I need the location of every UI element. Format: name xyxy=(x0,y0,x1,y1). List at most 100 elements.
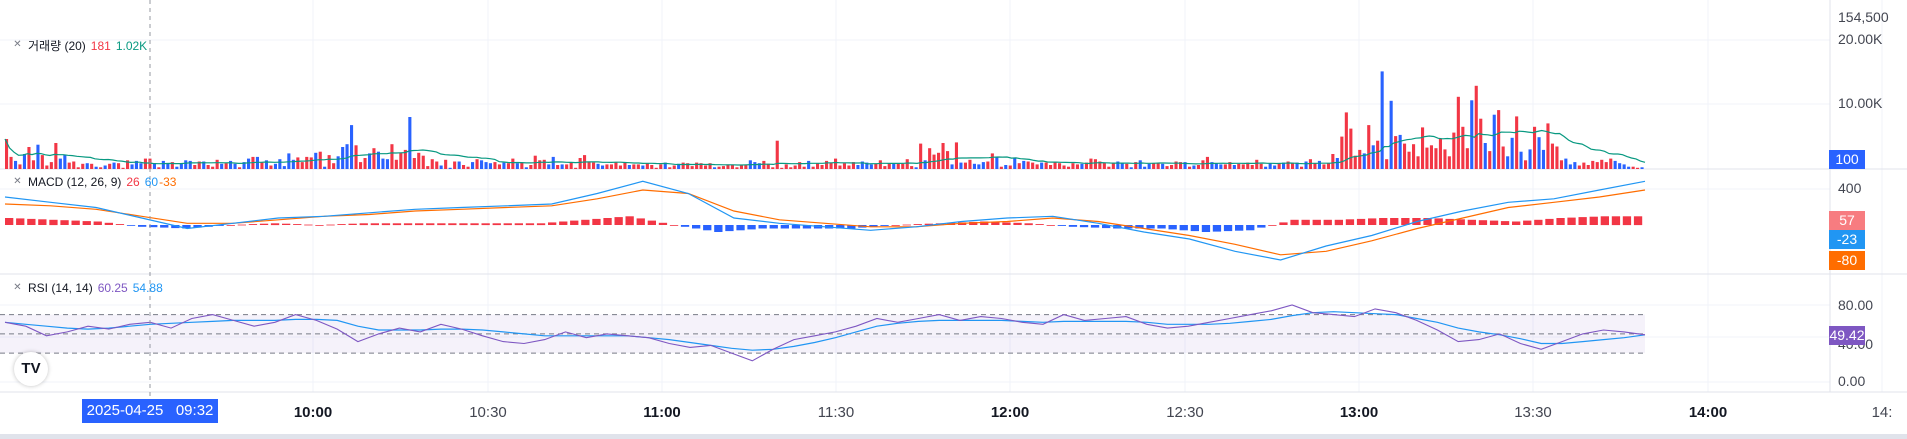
macd-histogram-bar xyxy=(769,225,778,229)
volume-bar xyxy=(1071,163,1075,169)
close-icon[interactable]: ✕ xyxy=(13,281,22,293)
volume-bar xyxy=(157,167,161,169)
volume-tick-label: 20.00K xyxy=(1838,31,1883,47)
volume-bar xyxy=(802,166,806,169)
macd-histogram-bar xyxy=(758,225,767,229)
volume-bar xyxy=(206,165,210,169)
macd-histogram-bar xyxy=(138,225,147,227)
macd-histogram-bar xyxy=(1478,220,1488,225)
macd-histogram-bar xyxy=(869,225,878,227)
volume-bar xyxy=(1134,162,1138,169)
volume-bar xyxy=(605,164,609,169)
volume-bar xyxy=(9,156,13,169)
volume-bar xyxy=(1438,139,1442,169)
macd-line xyxy=(4,180,1646,261)
macd-legend-value1: 26 xyxy=(126,175,140,189)
volume-bar xyxy=(816,163,820,169)
close-icon[interactable]: ✕ xyxy=(13,39,22,50)
volume-bar xyxy=(45,165,49,169)
volume-bar xyxy=(1111,162,1115,169)
tradingview-logo[interactable]: TV xyxy=(14,352,48,386)
volume-bar xyxy=(686,163,690,169)
macd-histogram-bar xyxy=(381,223,391,226)
macd-legend: ✕ MACD (12, 26, 9) 26 60 -33 xyxy=(12,175,176,189)
macd-histogram-bar xyxy=(326,224,335,226)
volume-bar xyxy=(444,159,448,169)
volume-bar xyxy=(968,159,972,169)
macd-histogram-bar xyxy=(1489,220,1499,225)
volume-bar xyxy=(1421,127,1425,169)
macd-histogram-bar xyxy=(747,225,756,230)
volume-bar xyxy=(170,162,174,169)
volume-bar xyxy=(1013,158,1017,169)
volume-bar xyxy=(327,155,331,169)
macd-histogram-bar xyxy=(38,219,47,225)
macd-histogram-bar xyxy=(1534,219,1543,226)
volume-bar xyxy=(704,165,708,169)
volume-bar xyxy=(1434,148,1438,169)
volume-bar xyxy=(229,160,233,169)
volume-bar xyxy=(269,165,273,169)
volume-bar xyxy=(1461,126,1465,169)
macd-histogram-bar xyxy=(1301,219,1310,226)
volume-bar xyxy=(950,164,954,169)
macd-histogram-bar xyxy=(1168,225,1177,230)
volume-bar xyxy=(224,163,228,169)
macd-histogram-bar xyxy=(548,222,557,225)
volume-bar xyxy=(1595,162,1599,169)
macd-histogram-bar xyxy=(49,219,58,226)
volume-bar xyxy=(471,162,475,169)
volume-bar xyxy=(1129,167,1133,169)
volume-legend-value2: 1.02K xyxy=(115,38,148,53)
volume-bar xyxy=(1456,96,1460,169)
macd-histogram-bar xyxy=(27,218,36,225)
volume-bar xyxy=(551,156,555,169)
volume-bar xyxy=(717,166,721,169)
macd-histogram-bar xyxy=(1223,225,1233,232)
volume-bar xyxy=(1371,145,1375,169)
macd-histogram-bar xyxy=(980,221,989,225)
macd-histogram-bar xyxy=(259,223,269,225)
volume-bar xyxy=(166,163,170,169)
volume-bar xyxy=(314,152,318,169)
volume-bar xyxy=(466,166,470,169)
macd-histogram-bar xyxy=(293,224,302,225)
volume-bar xyxy=(963,162,967,169)
volume-bar xyxy=(1533,126,1537,169)
volume-bar xyxy=(538,160,542,169)
volume-bar xyxy=(76,167,80,169)
volume-bar xyxy=(878,160,882,169)
volume-bar xyxy=(910,166,914,169)
volume-bar xyxy=(834,158,838,169)
close-icon[interactable]: ✕ xyxy=(13,175,22,187)
time-axis-label: 11:30 xyxy=(818,404,854,421)
volume-bar xyxy=(453,161,457,169)
volume-bar xyxy=(220,163,224,169)
macd-histogram-bar xyxy=(680,225,690,227)
volume-bar xyxy=(408,117,412,169)
volume-bar xyxy=(435,161,439,169)
macd-histogram-bar xyxy=(1368,218,1377,225)
volume-bar xyxy=(1640,167,1644,169)
volume-bar xyxy=(94,166,98,169)
macd-histogram-bar xyxy=(1467,219,1476,226)
volume-bar xyxy=(67,162,71,169)
macd-histogram-bar xyxy=(991,221,1000,225)
volume-bar xyxy=(601,165,605,169)
volume-bar xyxy=(901,163,905,169)
volume-bar xyxy=(403,149,407,169)
volume-bar xyxy=(645,163,649,169)
macd-line-badge: -23 xyxy=(1829,230,1865,249)
macd-histogram-bar xyxy=(836,225,845,229)
macd-histogram-bar xyxy=(282,223,291,225)
macd-histogram-bar xyxy=(603,218,612,225)
volume-bar xyxy=(462,165,466,169)
volume-bar xyxy=(1326,163,1330,169)
volume-bar xyxy=(1093,159,1097,169)
volume-bar xyxy=(636,164,640,169)
volume-bar xyxy=(780,167,784,169)
macd-legend-name: MACD (12, 26, 9) xyxy=(28,175,122,189)
macd-histogram-bar xyxy=(1512,221,1521,225)
volume-bar xyxy=(524,167,528,169)
